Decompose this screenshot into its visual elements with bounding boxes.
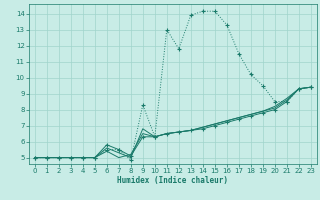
X-axis label: Humidex (Indice chaleur): Humidex (Indice chaleur) <box>117 176 228 185</box>
